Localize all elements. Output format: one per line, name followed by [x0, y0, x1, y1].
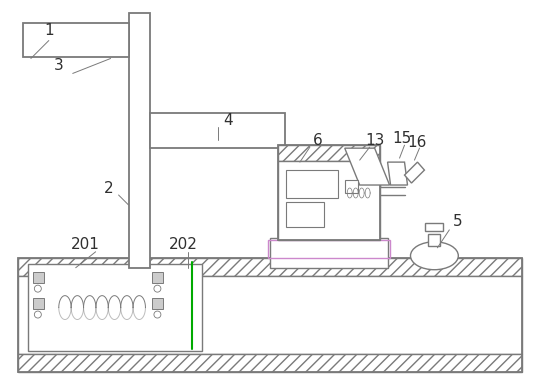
- Bar: [428, 234, 441, 246]
- Bar: [18, 276, 522, 354]
- Bar: [128, 13, 151, 268]
- Text: 4: 4: [223, 113, 233, 128]
- Bar: [23, 23, 128, 57]
- Polygon shape: [345, 148, 390, 185]
- Polygon shape: [388, 162, 408, 185]
- Circle shape: [154, 285, 161, 292]
- Text: 15: 15: [392, 131, 411, 146]
- Circle shape: [154, 311, 161, 318]
- Bar: [270, 238, 388, 268]
- Bar: [425, 223, 443, 231]
- Bar: [286, 202, 324, 227]
- Circle shape: [34, 285, 41, 292]
- Text: 3: 3: [54, 58, 63, 73]
- Bar: [152, 272, 163, 283]
- Bar: [33, 272, 44, 283]
- Text: 201: 201: [71, 237, 100, 252]
- Bar: [33, 298, 44, 309]
- Text: 2: 2: [104, 180, 113, 195]
- Text: 13: 13: [365, 133, 384, 148]
- Bar: [345, 180, 358, 193]
- Polygon shape: [404, 162, 424, 183]
- Bar: [18, 258, 522, 276]
- Bar: [151, 113, 285, 148]
- Circle shape: [34, 311, 41, 318]
- Text: 5: 5: [453, 214, 462, 229]
- Text: 1: 1: [44, 23, 54, 38]
- Bar: [278, 161, 379, 240]
- Bar: [278, 145, 379, 240]
- Bar: [278, 145, 379, 161]
- Bar: [18, 258, 522, 372]
- Bar: [28, 264, 202, 352]
- Bar: [268, 240, 390, 258]
- Ellipse shape: [410, 242, 459, 270]
- Text: 16: 16: [408, 135, 427, 150]
- Bar: [286, 170, 338, 198]
- Bar: [152, 298, 163, 309]
- Text: 202: 202: [169, 237, 198, 252]
- Text: 6: 6: [313, 133, 322, 148]
- Bar: [18, 354, 522, 372]
